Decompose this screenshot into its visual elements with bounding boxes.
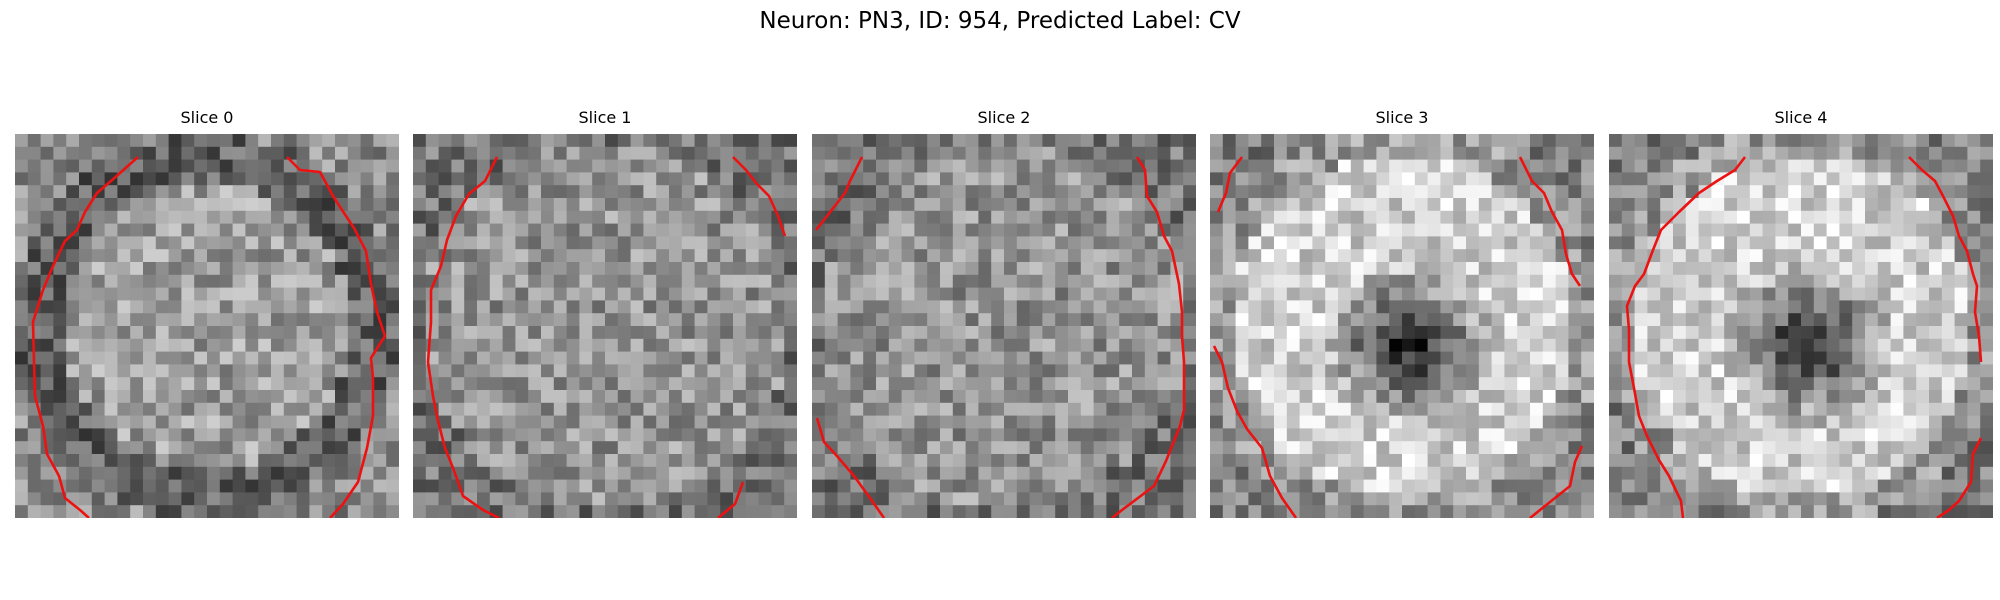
pixel-grid [15, 134, 399, 518]
slice-image [1609, 134, 1993, 518]
contour-line [814, 156, 864, 231]
slice-image [413, 134, 797, 518]
slice-title: Slice 3 [1375, 108, 1429, 127]
slice-image [15, 134, 399, 518]
contour-line [1216, 156, 1244, 213]
contour-line [717, 481, 745, 518]
pixel-grid [812, 134, 1196, 518]
contour-line [31, 156, 139, 518]
contour-line [1936, 437, 1983, 518]
contour-line [1518, 156, 1582, 287]
contour-line [426, 156, 500, 518]
figure-title: Neuron: PN3, ID: 954, Predicted Label: C… [759, 8, 1241, 34]
slice-image [1210, 134, 1594, 518]
slice-title: Slice 1 [578, 108, 632, 127]
slice-title: Slice 2 [977, 108, 1031, 127]
pixel-grid [1210, 134, 1594, 518]
slice-image [812, 134, 1196, 518]
contour-line [1625, 156, 1747, 518]
contour-line [1212, 345, 1298, 518]
pixel-grid [1609, 134, 1993, 518]
slice-title: Slice 4 [1774, 108, 1828, 127]
contour-line [732, 156, 787, 237]
pixel-grid [413, 134, 797, 518]
slice-title: Slice 0 [180, 108, 234, 127]
contour-line [815, 417, 886, 518]
contour-line [1529, 445, 1584, 518]
contour-line [1111, 156, 1186, 518]
contour-line [286, 156, 387, 518]
contour-line [1908, 156, 1983, 363]
